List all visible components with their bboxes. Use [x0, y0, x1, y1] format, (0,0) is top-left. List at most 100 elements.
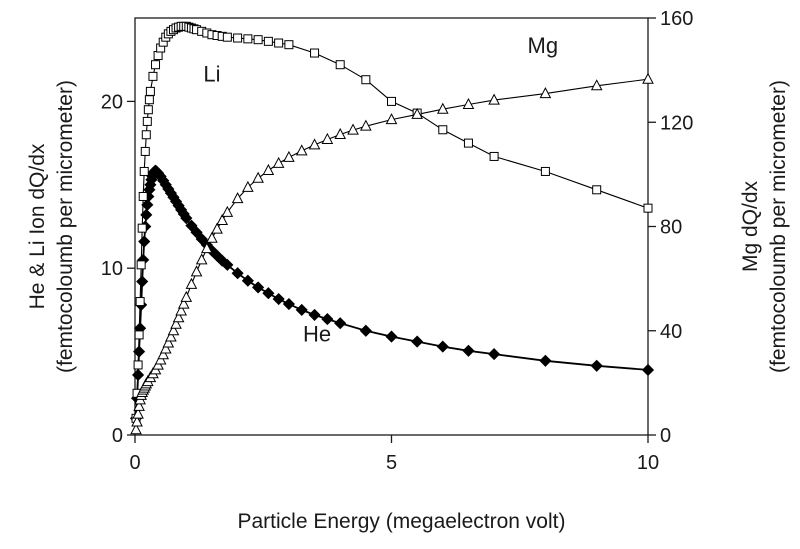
he-data-point [488, 348, 501, 361]
mg-data-point [157, 348, 170, 360]
mg-data-point [159, 342, 172, 354]
y-left-axis-label-line2: (femtocoloumb per micrometer) [54, 80, 77, 373]
li-data-point [145, 86, 155, 96]
mg-data-point [177, 297, 190, 309]
he-data-point [539, 354, 552, 367]
he-line-path [135, 169, 649, 419]
he-data-point [180, 212, 193, 225]
mg-data-point [462, 97, 475, 110]
x-axis-label: Particle Energy (megaelectron volt) [238, 510, 566, 533]
he-data-point [272, 292, 285, 306]
mg-data-point [411, 107, 423, 119]
y-right-tick-label: 80 [660, 217, 682, 239]
he-data-point [321, 313, 334, 326]
li-data-point [592, 185, 602, 195]
y-right-axis-label-line2: (femtocoloumb per micrometer) [767, 80, 790, 373]
li-data-point [463, 138, 473, 148]
li-data-point [243, 34, 253, 44]
li-data-point [274, 38, 284, 48]
y-right-tick-label: 120 [660, 112, 693, 134]
y-right-tick-label: 0 [660, 425, 671, 447]
li-data-point [438, 125, 448, 135]
he-data-point [295, 303, 308, 316]
mg-data-point [262, 163, 275, 175]
he-data-point [141, 198, 154, 211]
li-data-point [135, 297, 145, 307]
mg-data-point [162, 336, 175, 348]
mg-data-point [436, 102, 449, 114]
li-data-point [253, 35, 263, 45]
mg-data-point [216, 213, 229, 226]
mg-markers [130, 72, 654, 435]
y-left-tick-label: 0 [112, 425, 123, 447]
li-data-point [136, 260, 146, 270]
he-data-point [262, 287, 275, 300]
li-data-point [134, 330, 144, 340]
he-data-point [436, 340, 449, 353]
mg-data-point [190, 265, 203, 277]
mg-data-point [321, 132, 334, 144]
he-data-point [590, 359, 603, 372]
li-data-point [284, 40, 294, 50]
he-data-point [185, 219, 198, 232]
mg-data-point [185, 277, 198, 289]
series-label-he: He [303, 322, 331, 347]
li-data-point [139, 166, 149, 176]
mg-data-point [272, 156, 285, 168]
mg-data-point [165, 330, 177, 342]
mg-data-point [242, 180, 254, 192]
data-markers [129, 21, 655, 435]
mg-data-point [131, 415, 143, 427]
li-data-point [361, 75, 371, 85]
he-data-point [138, 235, 151, 248]
mg-data-point [180, 290, 193, 302]
x-tick-label: 5 [386, 452, 397, 474]
he-data-point [308, 308, 321, 321]
mg-data-point [295, 144, 308, 156]
li-data-point [233, 33, 243, 43]
mg-data-point [211, 222, 223, 234]
li-data-point [137, 223, 147, 233]
li-data-point [222, 32, 232, 42]
y-left-axis-label-line1: He & Li Ion dQ/dx [26, 143, 49, 309]
he-data-point [359, 324, 372, 337]
he-data-point [132, 368, 145, 382]
mg-data-point [334, 127, 347, 139]
mg-data-point [130, 423, 142, 435]
he-data-point [133, 345, 146, 358]
he-series-line [135, 169, 649, 419]
li-data-point [140, 146, 150, 156]
li-data-point [141, 130, 151, 140]
mg-data-point [221, 205, 234, 217]
y-left-tick-label: 10 [101, 258, 123, 280]
mg-data-point [488, 93, 500, 105]
li-data-point [151, 60, 161, 70]
mg-data-point [167, 324, 180, 336]
mg-data-point [347, 123, 359, 135]
he-data-point [190, 226, 203, 239]
li-data-point [263, 36, 273, 46]
li-data-point [143, 105, 153, 115]
li-data-point [144, 95, 154, 105]
mg-data-point [252, 171, 264, 183]
mg-data-point [590, 79, 603, 91]
he-data-point [385, 330, 398, 343]
li-data-point [643, 203, 653, 213]
mg-data-point [172, 311, 185, 323]
mg-data-point [170, 317, 182, 329]
mg-data-point [539, 87, 552, 99]
mg-data-point [642, 72, 654, 84]
he-data-point [231, 267, 244, 280]
li-data-point [489, 151, 499, 161]
he-data-point [221, 258, 234, 271]
mg-data-point [200, 242, 213, 254]
li-data-point [387, 96, 396, 106]
y-right-tick-label: 40 [660, 321, 682, 343]
he-data-point [252, 281, 265, 294]
text-labels: Particle Energy (megaelectron volt) He & … [26, 33, 790, 533]
li-data-point [335, 60, 345, 70]
he-data-point [334, 317, 347, 330]
mg-data-point [133, 399, 145, 411]
